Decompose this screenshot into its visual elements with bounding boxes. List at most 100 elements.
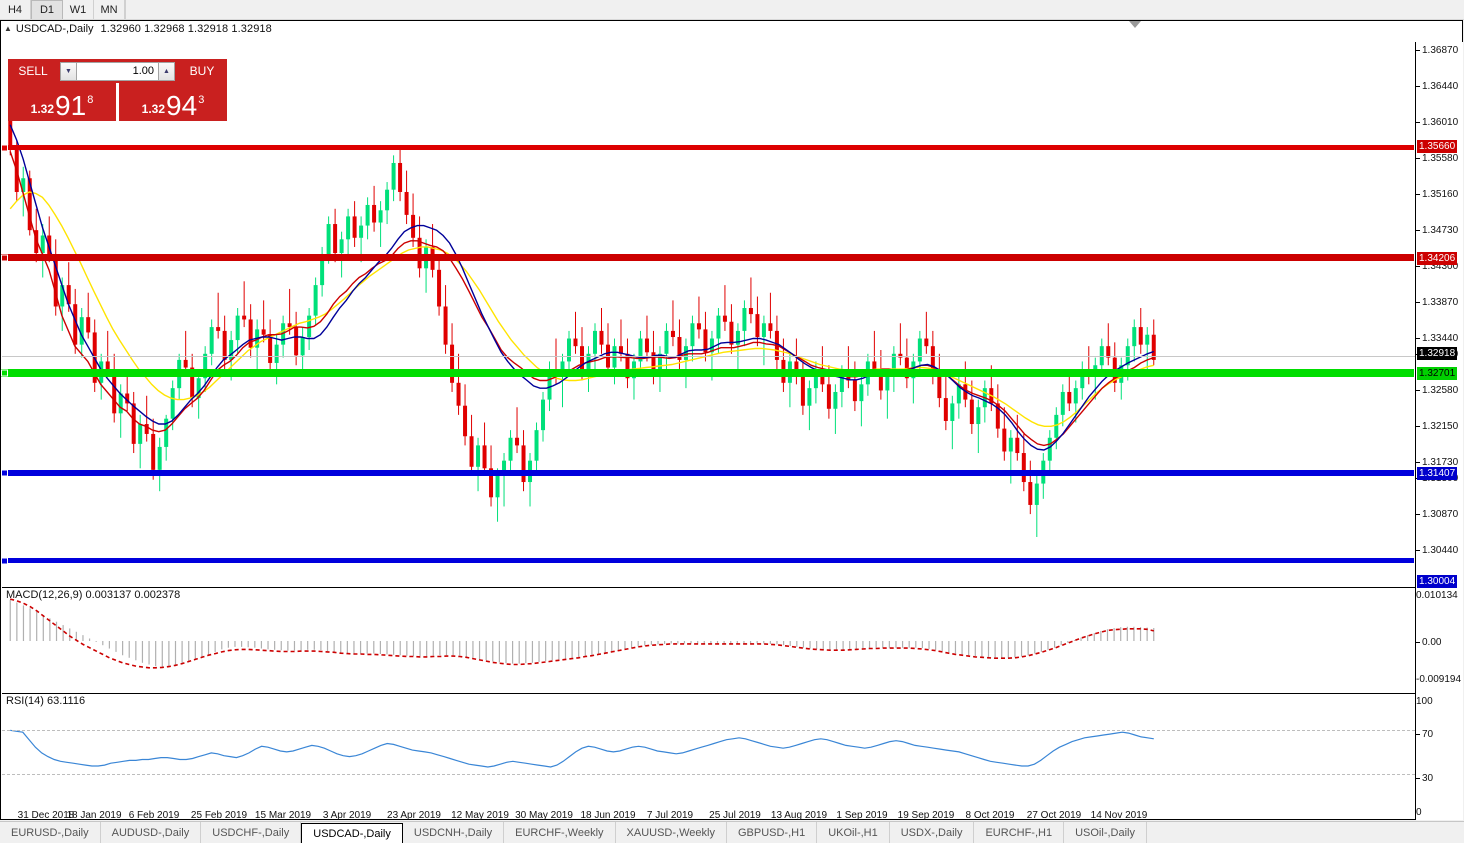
sell-price-big: 91 <box>55 90 87 121</box>
price-tick: 1.30440 <box>1416 545 1458 556</box>
date-tick-label: 18 Jan 2019 <box>66 810 122 821</box>
price-label-resistance-1[interactable]: 1.35660 <box>1417 140 1458 153</box>
rsi-overbought-line <box>2 730 1415 731</box>
volume-control[interactable]: ▼ 1.00 ▲ <box>58 59 177 83</box>
price-tick: 1.36440 <box>1416 81 1458 92</box>
rsi-pane[interactable]: RSI(14) 63.1116 <box>2 693 1415 810</box>
chart-tab-usoil[interactable]: USOil-,Daily <box>1064 822 1147 843</box>
price-label-support-blue-1[interactable]: 1.31407 <box>1417 467 1458 480</box>
date-tick-label: 25 Jul 2019 <box>709 810 761 821</box>
sell-price-prefix: 1.32 <box>30 102 55 116</box>
price-candlestick-chart <box>8 105 1156 537</box>
macd-scale-mid: 0.00 <box>1416 637 1441 648</box>
date-tick-label: 8 Oct 2019 <box>965 810 1015 821</box>
chart-tab-ukoil[interactable]: UKOil-,H1 <box>817 822 890 843</box>
chart-tab-bar[interactable]: EURUSD-,Daily AUDUSD-,Daily USDCHF-,Daily U… <box>0 821 1464 843</box>
price-tick-label: 1.30440 <box>1422 545 1459 556</box>
macd-pane[interactable]: MACD(12,26,9) 0.003137 0.002378 <box>2 587 1415 688</box>
hline-anchor[interactable] <box>1 557 8 564</box>
chart-tab-eurusd[interactable]: EURUSD-,Daily <box>0 822 101 843</box>
date-tick-label: 13 Aug 2019 <box>770 810 828 821</box>
oct-top-row: SELL ▼ 1.00 ▲ BUY <box>8 59 227 83</box>
date-tick-label: 1 Sep 2019 <box>836 810 888 821</box>
chart-area[interactable]: ▲ USDCAD-,Daily 1.32960 1.32968 1.32918 … <box>0 20 1463 821</box>
chart-tab-gbpusd[interactable]: GBPUSD-,H1 <box>727 822 818 843</box>
rsi-scale-label: 0 <box>1416 807 1422 818</box>
chart-symbol-header: ▲ USDCAD-,Daily 1.32960 1.32968 1.32918 … <box>4 23 272 35</box>
chart-tab-usdx[interactable]: USDX-,Daily <box>890 822 975 843</box>
hline-anchor[interactable] <box>1 469 8 477</box>
sell-price-box[interactable]: 1.32 91 8 <box>8 83 116 121</box>
date-axis[interactable]: 31 Dec 2018 18 Jan 2019 6 Feb 2019 25 Feb 2… <box>2 810 1414 821</box>
price-scale-axis[interactable]: 1.36870 1.36440 1.36010 1.35580 1.35160 … <box>1415 42 1463 820</box>
chevron-down-icon[interactable]: ▼ <box>60 61 77 81</box>
price-label-support-green[interactable]: 1.32701 <box>1417 367 1458 380</box>
date-tick-label: 31 Dec 2018 <box>17 810 75 821</box>
date-tick-label: 14 Nov 2019 <box>1090 810 1148 821</box>
chart-tab-usdcnh[interactable]: USDCNH-,Daily <box>403 822 505 843</box>
volume-input[interactable]: 1.00 <box>77 61 158 81</box>
timeframe-button-d1[interactable]: D1 <box>31 0 63 19</box>
price-label-current[interactable]: 1.32918 <box>1417 347 1458 360</box>
chevron-up-icon[interactable]: ▲ <box>158 61 175 81</box>
chart-tab-eurchf[interactable]: EURCHF-,H1 <box>974 822 1065 843</box>
oct-price-row: 1.32 91 8 1.32 94 3 <box>8 83 227 121</box>
sell-button[interactable]: SELL <box>8 59 58 83</box>
hline-anchor[interactable] <box>1 369 8 377</box>
price-tick-label: 1.33440 <box>1422 333 1459 344</box>
rsi-indicator-chart <box>10 729 1154 768</box>
timeframe-button-h4[interactable]: H4 <box>0 0 31 19</box>
timeframe-label: MN <box>100 3 118 16</box>
timeframe-label: D1 <box>39 4 55 16</box>
price-tick-label: 1.34300 <box>1422 261 1459 272</box>
hline-anchor[interactable] <box>1 254 8 261</box>
rsi-scale-label: 70 <box>1422 729 1434 740</box>
price-tick-label: 1.32150 <box>1422 421 1459 432</box>
date-tick-label: 19 Sep 2019 <box>897 810 955 821</box>
macd-scale-label: 0.010134 <box>1416 590 1458 601</box>
timeframe-label: H4 <box>7 3 23 16</box>
hline-resistance-1[interactable] <box>1 144 1414 151</box>
buy-price-sup: 3 <box>198 94 205 106</box>
chart-tab-audusd[interactable]: AUDUSD-,Daily <box>101 822 202 843</box>
hline-support-blue-2[interactable] <box>1 557 1414 564</box>
macd-indicator-chart <box>9 598 1155 669</box>
price-tick-label: 1.35580 <box>1422 153 1459 164</box>
hline-anchor[interactable] <box>1 144 8 151</box>
rsi-scale-70: 70 <box>1416 729 1433 740</box>
macd-label: MACD(12,26,9) 0.003137 0.002378 <box>6 589 181 601</box>
price-tick-label: 1.31730 <box>1422 457 1459 468</box>
chart-ohlc-values: 1.32960 1.32968 1.32918 1.32918 <box>100 23 272 35</box>
date-tick-label: 7 Jul 2019 <box>646 810 694 821</box>
triangle-up-icon[interactable]: ▲ <box>4 24 12 33</box>
price-tick: 1.34730 <box>1416 225 1458 236</box>
date-tick-label: 27 Oct 2019 <box>1026 810 1082 821</box>
hline-resistance-2[interactable] <box>1 254 1414 261</box>
rsi-scale-0: 0 <box>1416 807 1422 818</box>
hline-support-blue-1[interactable] <box>1 469 1414 477</box>
buy-button[interactable]: BUY <box>177 59 227 83</box>
one-click-trading-panel[interactable]: SELL ▼ 1.00 ▲ BUY 1.32 91 8 1.32 94 3 <box>8 59 227 121</box>
hline-support-green[interactable] <box>1 369 1414 377</box>
date-tick-label: 23 Apr 2019 <box>387 810 441 821</box>
timeframe-button-mn[interactable]: MN <box>94 0 125 19</box>
timeframe-toolbar: H4 D1 W1 MN <box>0 0 1464 20</box>
buy-price-big: 94 <box>166 90 198 121</box>
chart-tab-xauusd[interactable]: XAUUSD-,Weekly <box>616 822 727 843</box>
price-label-support-blue-2[interactable]: 1.30004 <box>1417 575 1458 588</box>
chart-tab-usdcad[interactable]: USDCAD-,Daily <box>301 823 403 843</box>
price-tick: 1.32580 <box>1416 385 1458 396</box>
current-price-gridline <box>2 356 1415 357</box>
price-tick: 1.32150 <box>1416 421 1458 432</box>
date-tick-label: 3 Apr 2019 <box>322 810 372 821</box>
timeframe-button-w1[interactable]: W1 <box>63 0 94 19</box>
date-tick-label: 12 May 2019 <box>451 810 509 821</box>
buy-price-box[interactable]: 1.32 94 3 <box>119 83 227 121</box>
price-tick-label: 1.36440 <box>1422 81 1459 92</box>
chart-tab-eurchf[interactable]: EURCHF-,Weekly <box>504 822 616 843</box>
price-pane[interactable] <box>2 42 1415 566</box>
chart-tab-usdchf[interactable]: USDCHF-,Daily <box>201 822 302 843</box>
price-label-resistance-2[interactable]: 1.34206 <box>1417 252 1458 265</box>
date-tick-label: 30 May 2019 <box>515 810 573 821</box>
chart-scroll-marker-icon[interactable] <box>1129 21 1141 28</box>
